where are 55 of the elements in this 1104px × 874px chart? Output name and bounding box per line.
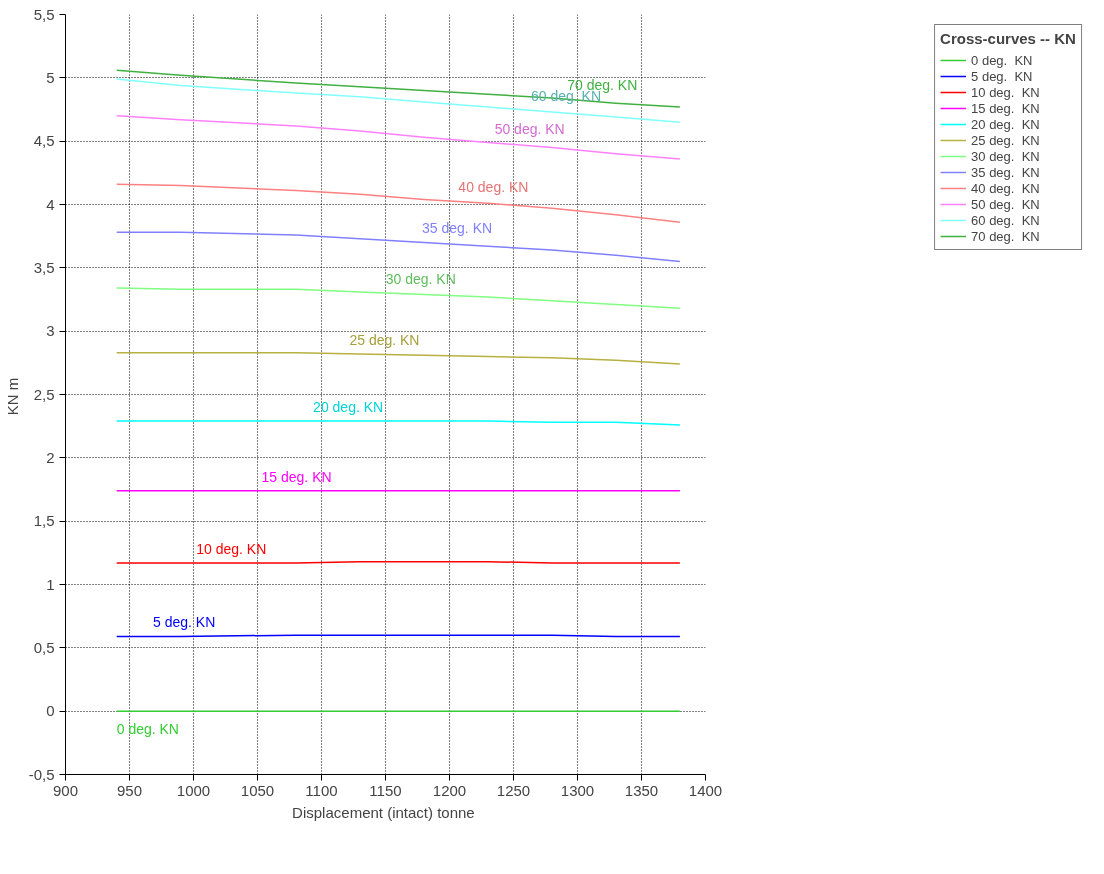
y-tick-label: 5 <box>46 68 55 86</box>
y-tick-label: 5,5 <box>33 5 55 23</box>
x-tick-label: 1400 <box>688 781 723 799</box>
legend-label: 0 deg. KN <box>971 52 1033 68</box>
x-tick-label: 950 <box>116 781 143 799</box>
x-axis-title: Displacement (intact) tonne <box>292 803 475 821</box>
legend-label: 15 deg. KN <box>971 100 1040 116</box>
text: 0 deg. KN <box>116 721 179 738</box>
legend-label: 5 deg. KN <box>971 68 1033 84</box>
text: 30 deg. KN <box>385 270 456 287</box>
line-series <box>115 287 681 310</box>
legend-label: 25 deg. KN <box>971 132 1040 148</box>
legend-label: 30 deg. KN <box>971 148 1040 164</box>
x-tick-label: 1050 <box>240 781 275 799</box>
line-series <box>115 115 681 160</box>
text: 40 deg. KN <box>458 179 529 196</box>
y-tick-label: -0,5 <box>28 765 55 783</box>
text: 35 deg. KN <box>422 220 493 237</box>
line-series <box>115 69 681 108</box>
x-tick-label: 900 <box>52 781 79 799</box>
y-tick-label: 1,5 <box>33 512 55 530</box>
text: 15 deg. KN <box>261 468 332 485</box>
line-series <box>115 183 681 223</box>
y-tick-label: 1 <box>46 575 55 593</box>
x-tick-label: 1350 <box>624 781 659 799</box>
legend-label: 20 deg. KN <box>971 116 1040 132</box>
line-series <box>115 351 681 365</box>
text: 10 deg. KN <box>196 540 267 557</box>
y-tick-label: 4,5 <box>33 132 55 150</box>
legend-label: 35 deg. KN <box>971 164 1040 180</box>
line-series <box>115 78 681 123</box>
text: 20 deg. KN <box>313 399 384 416</box>
x-tick-label: 1200 <box>432 781 467 799</box>
x-tick-label: 1300 <box>560 781 595 799</box>
legend-label: 50 deg. KN <box>971 196 1040 212</box>
y-tick-label: 4 <box>46 195 55 213</box>
text: 5 deg. KN <box>153 614 216 631</box>
legend-label: 60 deg. KN <box>971 212 1040 228</box>
y-tick-label: 3 <box>46 322 55 340</box>
x-tick-label: 1000 <box>176 781 211 799</box>
text: 25 deg. KN <box>349 331 420 348</box>
legend-label: 40 deg. KN <box>971 180 1040 196</box>
x-tick-label: 1250 <box>496 781 531 799</box>
y-axis-title: KN m <box>3 377 21 416</box>
legend-label: 10 deg. KN <box>971 84 1040 100</box>
y-tick-label: 2,5 <box>33 385 55 403</box>
y-tick-label: 0 <box>46 702 55 720</box>
x-tick-label: 1150 <box>369 781 402 799</box>
x-tick-label: 1100 <box>305 781 338 799</box>
y-tick-label: 3,5 <box>33 258 55 276</box>
text: 50 deg. KN <box>494 120 565 137</box>
y-tick-label: 2 <box>46 448 55 466</box>
legend-title: Cross-curves -- KN <box>940 30 1076 47</box>
y-tick-label: 0,5 <box>33 638 55 656</box>
legend-label: 70 deg. KN <box>971 228 1040 244</box>
